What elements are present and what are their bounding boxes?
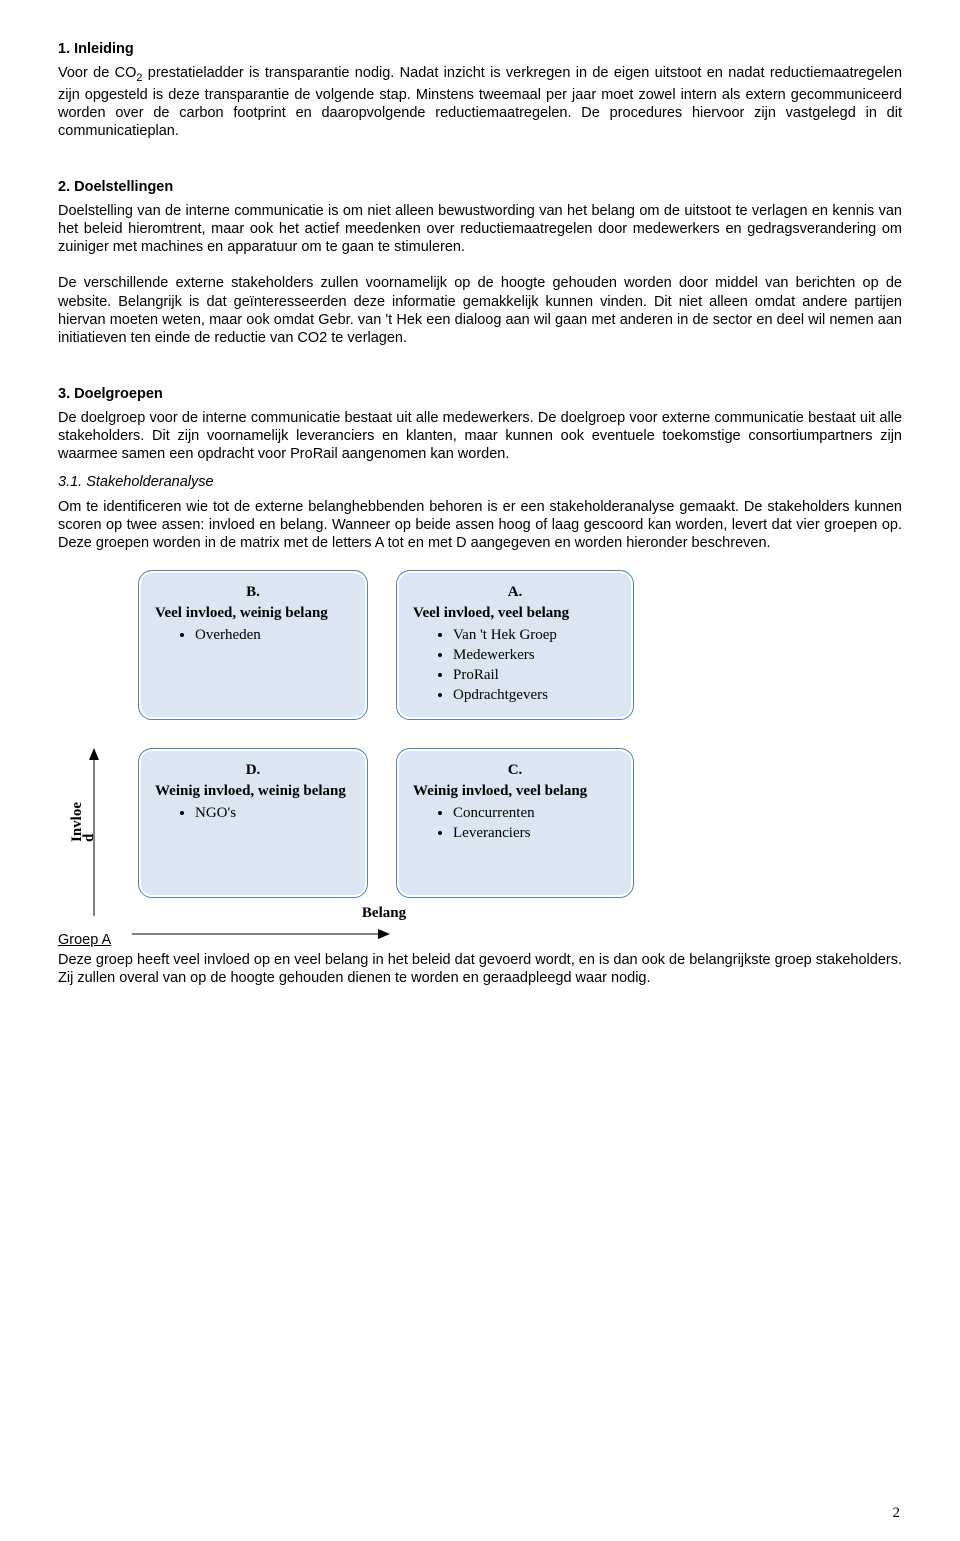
list-item: Leveranciers — [453, 824, 617, 843]
stakeholder-matrix: B. Veel invloed, weinig belang Overheden… — [138, 570, 698, 925]
x-axis-label: Belang — [254, 904, 514, 923]
quad-a-subtitle: Veel invloed, veel belang — [413, 604, 617, 623]
section-1-heading: 1. Inleiding — [58, 40, 902, 58]
list-item: Medewerkers — [453, 646, 617, 665]
quadrant-a: A. Veel invloed, veel belang Van 't Hek … — [396, 570, 634, 720]
section-2-p1: Doelstelling van de interne communicatie… — [58, 202, 902, 256]
section-1-paragraph: Voor de CO2 prestatieladder is transpara… — [58, 64, 902, 140]
list-item: Van 't Hek Groep — [453, 626, 617, 645]
section-3-heading: 3. Doelgroepen — [58, 385, 902, 403]
y-axis-label-2: d — [80, 834, 99, 842]
quad-a-list: Van 't Hek Groep Medewerkers ProRail Opd… — [413, 626, 617, 704]
quadrant-b: B. Veel invloed, weinig belang Overheden — [138, 570, 368, 720]
list-item: Opdrachtgevers — [453, 686, 617, 705]
matrix-row-bottom: D. Weinig invloed, weinig belang NGO's C… — [138, 748, 698, 898]
quad-b-title: B. — [155, 583, 351, 602]
list-item: Overheden — [195, 626, 351, 645]
groep-a-text: Deze groep heeft veel invloed op en veel… — [58, 951, 902, 987]
list-item: NGO's — [195, 804, 351, 823]
section-3-p2: Om te identificeren wie tot de externe b… — [58, 498, 902, 552]
x-axis — [138, 926, 698, 942]
section-3-p1: De doelgroep voor de interne communicati… — [58, 409, 902, 463]
quadrant-c: C. Weinig invloed, veel belang Concurren… — [396, 748, 634, 898]
section-3-subheading: 3.1. Stakeholderanalyse — [58, 473, 902, 491]
section-2-heading: 2. Doelstellingen — [58, 178, 902, 196]
quad-d-title: D. — [155, 761, 351, 780]
quad-b-list: Overheden — [155, 626, 351, 645]
matrix-row-top: B. Veel invloed, weinig belang Overheden… — [138, 570, 698, 720]
quad-b-subtitle: Veel invloed, weinig belang — [155, 604, 351, 623]
page-number: 2 — [893, 1504, 901, 1523]
quad-c-title: C. — [413, 761, 617, 780]
quad-d-list: NGO's — [155, 804, 351, 823]
quad-d-subtitle: Weinig invloed, weinig belang — [155, 782, 351, 801]
quadrant-d: D. Weinig invloed, weinig belang NGO's — [138, 748, 368, 898]
section-2-p2: De verschillende externe stakeholders zu… — [58, 274, 902, 347]
s1-pre: Voor de CO — [58, 65, 136, 81]
list-item: Concurrenten — [453, 804, 617, 823]
quad-a-title: A. — [413, 583, 617, 602]
s1-post: prestatieladder is transparantie nodig. … — [58, 65, 902, 139]
x-axis-arrow-icon — [130, 926, 390, 942]
quad-c-list: Concurrenten Leveranciers — [413, 804, 617, 843]
quad-c-subtitle: Weinig invloed, veel belang — [413, 782, 617, 801]
list-item: ProRail — [453, 666, 617, 685]
